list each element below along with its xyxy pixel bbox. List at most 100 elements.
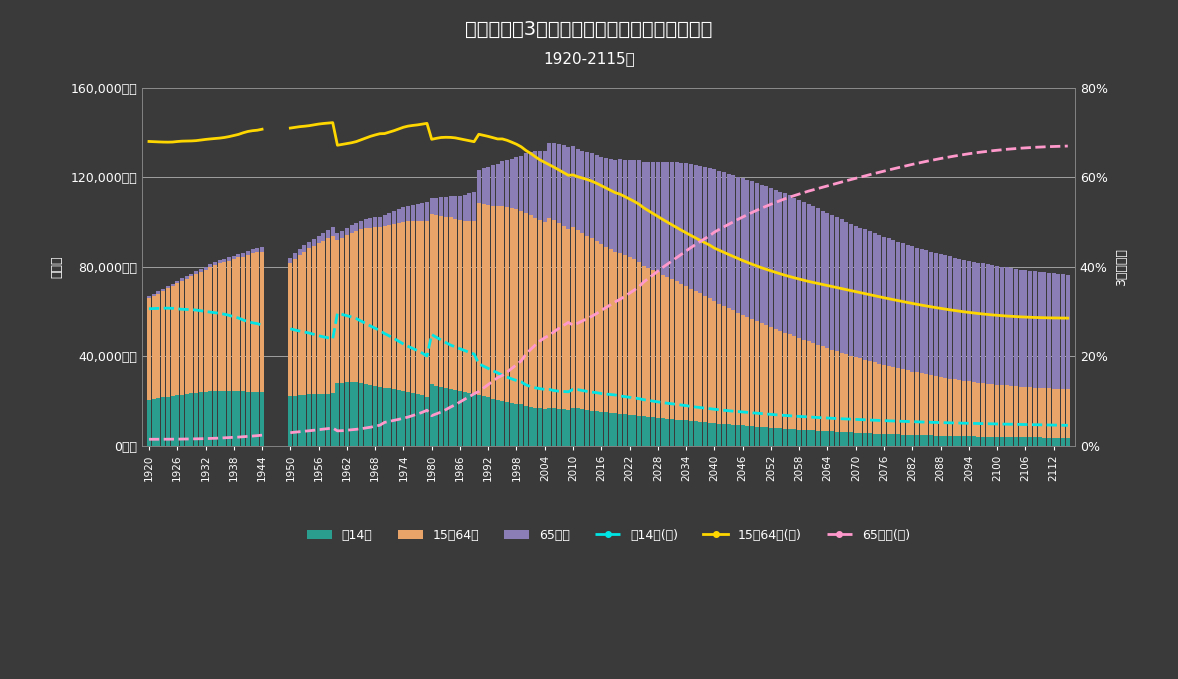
Bar — [840, 432, 843, 445]
Bar — [364, 219, 368, 228]
Bar — [755, 321, 759, 426]
Bar — [807, 204, 810, 342]
Bar — [1061, 274, 1065, 389]
Bar — [194, 392, 198, 445]
Bar — [680, 284, 683, 420]
Bar — [449, 217, 452, 389]
Bar — [821, 346, 825, 431]
Bar — [944, 255, 947, 378]
Bar — [256, 392, 259, 445]
Bar — [1033, 388, 1037, 437]
Bar — [289, 263, 292, 397]
Bar — [241, 253, 245, 257]
Bar — [392, 224, 396, 389]
Bar — [642, 162, 646, 265]
Bar — [717, 304, 721, 424]
Bar — [364, 228, 368, 384]
Bar — [694, 165, 697, 291]
Bar — [557, 409, 561, 445]
Bar — [939, 377, 942, 436]
Bar — [176, 281, 179, 283]
Bar — [397, 223, 401, 390]
Bar — [765, 325, 768, 427]
Legend: 〜14歳, 15〜64歳, 65歳〜, 〜14歳(率), 15〜64歳(率), 65歳〜(率): 〜14歳, 15〜64歳, 65歳〜, 〜14歳(率), 15〜64歳(率), … — [302, 524, 915, 547]
Bar — [218, 263, 221, 390]
Bar — [298, 255, 302, 395]
Bar — [920, 435, 924, 445]
Bar — [425, 202, 429, 221]
Bar — [209, 268, 212, 391]
Bar — [868, 232, 872, 361]
Bar — [326, 394, 330, 445]
Bar — [223, 390, 226, 445]
Bar — [194, 272, 198, 274]
Bar — [289, 397, 292, 445]
Bar — [774, 329, 777, 428]
Bar — [1028, 387, 1032, 437]
Bar — [675, 420, 679, 445]
Bar — [845, 433, 848, 445]
Bar — [161, 291, 165, 397]
Bar — [642, 416, 646, 445]
Bar — [1038, 437, 1041, 445]
Bar — [585, 410, 589, 445]
Bar — [397, 390, 401, 445]
Bar — [1038, 388, 1041, 437]
Bar — [666, 277, 669, 419]
Bar — [312, 394, 316, 445]
Bar — [246, 255, 250, 392]
Bar — [991, 437, 994, 445]
Bar — [779, 331, 782, 428]
Bar — [501, 206, 504, 401]
Bar — [482, 168, 485, 204]
Bar — [887, 434, 891, 445]
Bar — [901, 369, 905, 435]
Bar — [194, 274, 198, 392]
Bar — [689, 164, 693, 289]
Bar — [849, 223, 853, 356]
Bar — [915, 248, 919, 373]
Bar — [293, 396, 297, 445]
Bar — [1014, 269, 1018, 386]
Bar — [1010, 437, 1013, 445]
Bar — [1033, 272, 1037, 388]
Bar — [435, 215, 438, 386]
Bar — [859, 227, 862, 359]
Bar — [147, 400, 151, 445]
Bar — [237, 391, 240, 445]
Bar — [152, 294, 155, 296]
Bar — [515, 403, 518, 445]
Bar — [699, 166, 702, 293]
Bar — [1061, 438, 1065, 445]
Bar — [798, 338, 801, 430]
Bar — [604, 158, 608, 246]
Bar — [369, 227, 372, 385]
Bar — [835, 432, 839, 445]
Bar — [529, 215, 532, 407]
Bar — [548, 407, 551, 445]
Bar — [383, 388, 386, 445]
Bar — [260, 247, 264, 252]
Bar — [585, 236, 589, 410]
Bar — [1047, 437, 1051, 445]
Bar — [868, 433, 872, 445]
Bar — [209, 264, 212, 268]
Bar — [383, 215, 386, 227]
Bar — [180, 394, 184, 445]
Bar — [995, 437, 999, 445]
Bar — [633, 259, 636, 415]
Bar — [576, 149, 580, 230]
Bar — [1038, 272, 1041, 388]
Bar — [458, 196, 462, 220]
Bar — [293, 259, 297, 396]
Bar — [397, 209, 401, 223]
Bar — [557, 223, 561, 409]
Bar — [849, 356, 853, 433]
Bar — [953, 257, 957, 380]
Bar — [981, 263, 985, 383]
Bar — [925, 374, 928, 435]
Bar — [609, 249, 613, 413]
Bar — [213, 265, 217, 391]
Bar — [722, 306, 726, 424]
Bar — [741, 178, 744, 315]
